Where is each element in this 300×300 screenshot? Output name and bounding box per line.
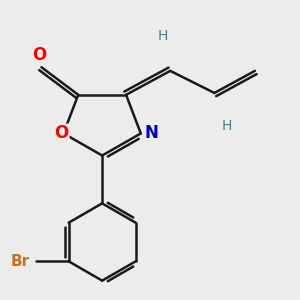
Text: N: N (145, 124, 158, 142)
Text: H: H (222, 119, 232, 133)
Text: Br: Br (11, 254, 30, 269)
Text: O: O (32, 46, 47, 64)
Text: H: H (158, 29, 168, 43)
Text: O: O (55, 124, 69, 142)
